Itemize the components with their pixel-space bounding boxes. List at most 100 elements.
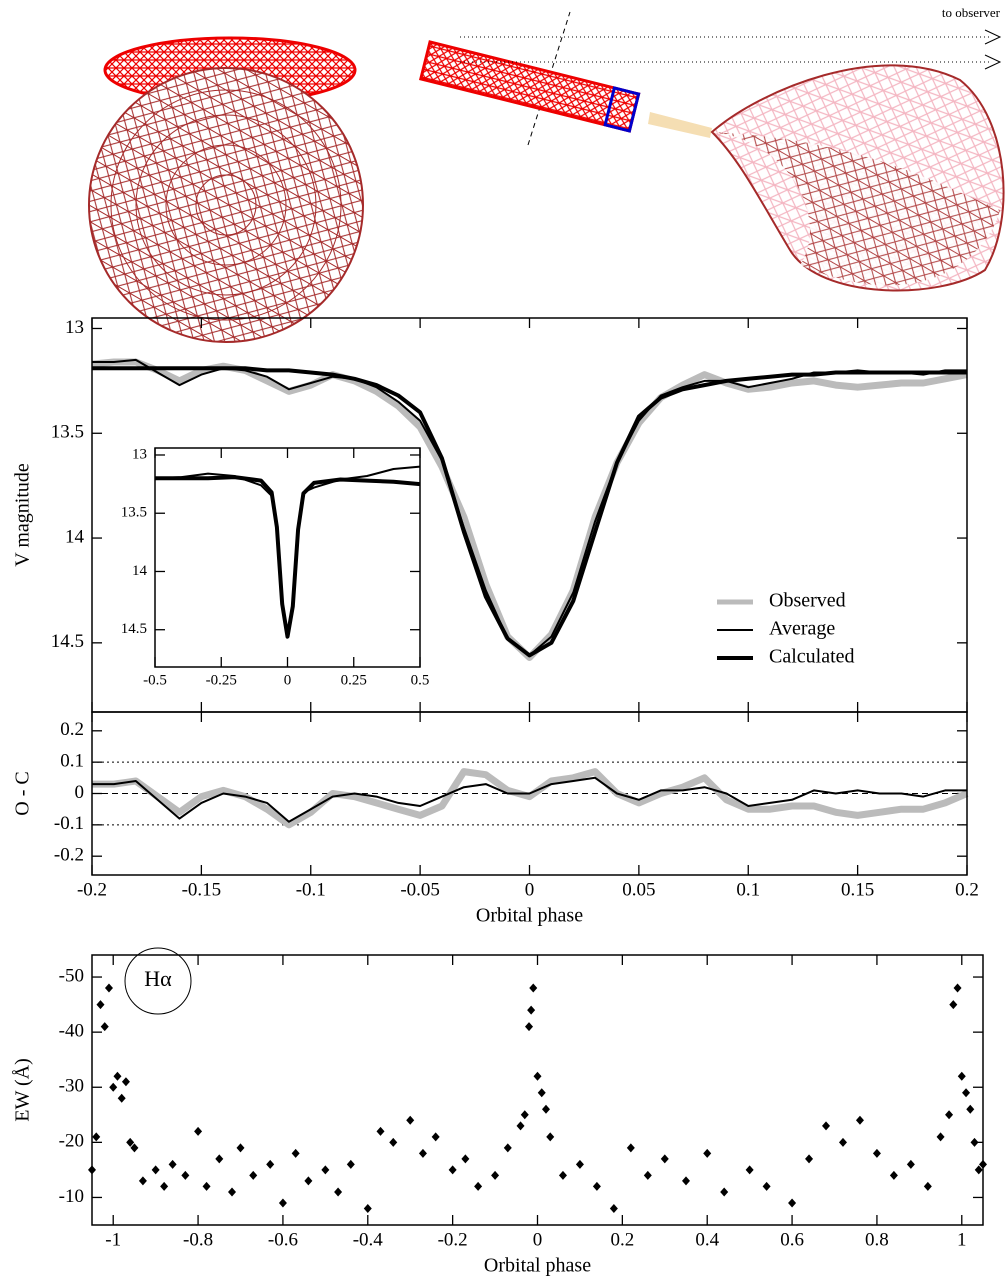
point	[113, 1071, 122, 1081]
point	[376, 1126, 385, 1136]
point	[974, 1165, 983, 1175]
observer-label: to observer	[942, 5, 1001, 20]
point	[100, 1022, 109, 1032]
plot-frame	[91, 954, 984, 1226]
point	[872, 1148, 881, 1158]
point	[448, 1165, 457, 1175]
point	[936, 1132, 945, 1142]
point	[745, 1165, 754, 1175]
panel: -0.2 -0.1 0 0.1 0.2 -0.2 -0.15 -0.1 -0.05 0 0.05 0.…	[12, 711, 979, 927]
y-tick-label: 14	[132, 563, 148, 579]
y-tick-label: 13	[132, 446, 147, 462]
point	[720, 1187, 729, 1197]
point	[109, 1082, 118, 1092]
x-tick-label: -1	[105, 1229, 121, 1250]
plot-frame	[91, 711, 968, 876]
point	[855, 1115, 864, 1125]
point	[788, 1198, 797, 1208]
point	[130, 1143, 139, 1153]
y-tick-label: 0.1	[60, 751, 84, 772]
point	[537, 1088, 546, 1098]
point	[558, 1170, 567, 1180]
y-tick-label: -30	[59, 1076, 84, 1097]
point	[923, 1181, 932, 1191]
point	[541, 1104, 550, 1114]
series-line	[92, 366, 967, 658]
point	[703, 1148, 712, 1158]
point	[957, 1071, 966, 1081]
point	[474, 1181, 483, 1191]
y-tick-label: 0	[75, 782, 85, 803]
point	[363, 1203, 372, 1213]
point	[838, 1137, 847, 1147]
legend-label: Average	[769, 618, 835, 640]
point	[291, 1148, 300, 1158]
y-tick-label: -0.2	[54, 845, 84, 866]
y-tick-label: 14	[65, 526, 85, 547]
x-tick-label: -0.4	[353, 1229, 384, 1250]
point	[228, 1187, 237, 1197]
legend-label: Observed	[769, 590, 846, 612]
point	[527, 1005, 536, 1015]
point	[104, 983, 113, 993]
point	[249, 1170, 258, 1180]
y-tick-label: 0.2	[60, 719, 84, 740]
x-tick-label: 0	[284, 672, 292, 688]
point	[202, 1181, 211, 1191]
point	[491, 1170, 500, 1180]
point	[461, 1154, 470, 1164]
point	[304, 1176, 313, 1186]
accretion-disk-edge-on	[418, 40, 641, 133]
point	[575, 1159, 584, 1169]
point	[418, 1148, 427, 1158]
point	[168, 1159, 177, 1169]
point	[215, 1154, 224, 1164]
point	[966, 1104, 975, 1114]
point	[682, 1176, 690, 1186]
x-axis-label: Orbital phase	[484, 1255, 591, 1277]
donor-star-shaded	[712, 132, 1000, 286]
x-tick-label: -0.6	[268, 1229, 298, 1250]
point	[953, 983, 962, 993]
x-tick-label: 0.6	[780, 1229, 804, 1250]
y-tick-label: -50	[59, 965, 84, 986]
x-tick-label: -0.05	[400, 879, 440, 900]
panel: 13 13.5 14 14.5 -0.5 -0.25 0 0.25 0.5	[121, 446, 430, 688]
y-tick-label: 14.5	[51, 631, 84, 652]
y-axis-label: V magnitude	[12, 463, 34, 567]
point	[160, 1181, 169, 1191]
x-tick-label: 1	[957, 1229, 967, 1250]
y-tick-label: -10	[59, 1186, 84, 1207]
point	[92, 1132, 101, 1142]
point	[334, 1187, 343, 1197]
annotation-circle	[124, 947, 192, 1015]
point	[945, 1110, 954, 1120]
x-tick-label: -0.2	[77, 879, 107, 900]
y-tick-label: -0.1	[54, 813, 84, 834]
x-tick-label: 0.25	[341, 672, 367, 688]
y-axis-label: O - C	[12, 771, 34, 815]
point	[117, 1093, 126, 1103]
point	[626, 1143, 635, 1153]
series-line	[155, 475, 421, 639]
x-tick-label: -0.2	[438, 1229, 468, 1250]
system-diagram: to observer	[88, 5, 1005, 343]
point	[181, 1170, 190, 1180]
y-tick-label: -40	[59, 1021, 84, 1042]
point	[121, 1077, 130, 1087]
x-tick-label: -0.25	[206, 672, 237, 688]
point	[525, 1022, 534, 1032]
x-tick-label: -0.5	[143, 672, 167, 688]
point	[529, 983, 538, 993]
point	[503, 1143, 512, 1153]
point	[949, 1000, 958, 1010]
point	[962, 1088, 971, 1098]
y-tick-label: 13	[65, 317, 84, 338]
x-tick-label: 0	[525, 879, 535, 900]
y-tick-label: -20	[59, 1131, 84, 1152]
x-tick-label: -0.15	[182, 879, 222, 900]
plot-frame	[154, 447, 421, 668]
point	[431, 1132, 440, 1142]
x-tick-label: 0.5	[411, 672, 430, 688]
y-axis-label: EW (Å)	[12, 1058, 34, 1122]
